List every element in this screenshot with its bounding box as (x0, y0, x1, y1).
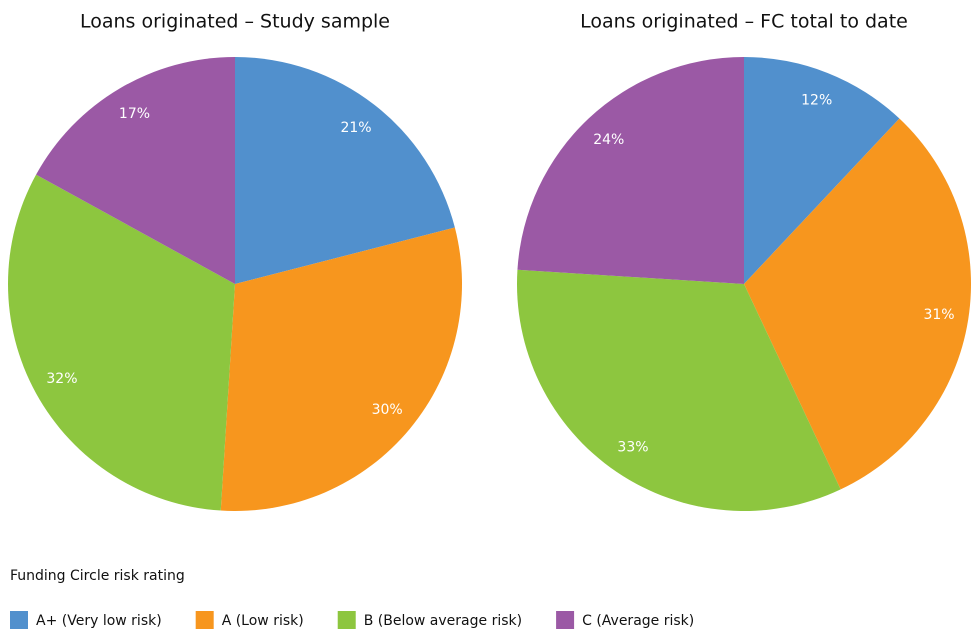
legend-swatch (195, 611, 214, 629)
pie-slice (744, 57, 900, 284)
value-label: 21% (340, 120, 371, 136)
pie-title: Loans originated – Study sample (80, 11, 390, 33)
value-label: 32% (46, 371, 77, 387)
pie-slice (744, 118, 971, 490)
value-label: 33% (617, 439, 648, 455)
legend-swatch (10, 611, 28, 629)
value-label: 24% (593, 132, 624, 148)
legend-label: A+ (Very low risk) (36, 613, 162, 629)
pie-slice (7, 174, 236, 511)
legend-label: B (Below average risk) (364, 613, 522, 629)
value-label: 31% (923, 307, 954, 323)
pie-slice (36, 56, 235, 284)
legend-swatch (556, 611, 575, 629)
pie-slice (220, 227, 462, 512)
pie-slice (516, 269, 841, 511)
legend-swatch (337, 611, 356, 629)
legend-title: Funding Circle risk rating (10, 568, 185, 584)
value-label: 17% (119, 106, 150, 122)
pie-slice (235, 57, 455, 284)
value-label: 30% (372, 402, 403, 418)
legend-label: A (Low risk) (222, 613, 304, 629)
pie-title: Loans originated – FC total to date (580, 11, 908, 33)
legend-label: C (Average risk) (582, 613, 694, 629)
pie-slice (517, 57, 744, 284)
value-label: 12% (801, 92, 832, 108)
